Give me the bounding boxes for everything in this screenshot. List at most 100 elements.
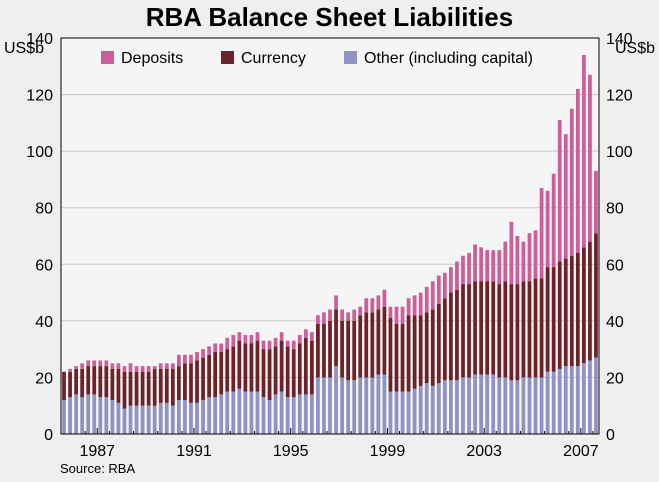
- bar-segment: [128, 371, 133, 406]
- bar-segment: [110, 363, 115, 369]
- bar-segment: [249, 343, 254, 392]
- bar-segment: [92, 366, 97, 395]
- bar-segment: [237, 332, 242, 341]
- bar-segment: [394, 323, 399, 392]
- bar-segment: [219, 343, 224, 352]
- bar-segment: [352, 380, 357, 434]
- bar-segment: [267, 400, 272, 434]
- bar-segment: [442, 298, 447, 381]
- bar-segment: [80, 368, 85, 398]
- bar-segment: [388, 318, 393, 392]
- bar-segment: [479, 374, 483, 434]
- bar-segment: [418, 385, 423, 434]
- bar-segment: [582, 54, 586, 248]
- bar-segment: [340, 309, 344, 321]
- bar-segment: [340, 320, 344, 378]
- bar-segment: [261, 340, 266, 350]
- bar-segment: [527, 281, 532, 378]
- bar-segment: [219, 394, 224, 434]
- bar-segment: [164, 368, 169, 403]
- bar-segment: [243, 335, 248, 344]
- bar-segment: [98, 397, 103, 434]
- bar-segment: [358, 306, 363, 316]
- bar-segment: [322, 377, 326, 434]
- bar-segment: [515, 284, 520, 381]
- bar-segment: [328, 320, 332, 378]
- bar-segment: [400, 391, 405, 434]
- bar-segment: [527, 377, 532, 434]
- bar-segment: [370, 377, 375, 434]
- bar-segment: [539, 278, 544, 378]
- bar-segment: [406, 298, 411, 316]
- bar-segment: [388, 391, 393, 434]
- bar-segment: [225, 349, 230, 392]
- bar-segment: [588, 241, 592, 361]
- bar-segment: [249, 391, 254, 434]
- bar-segment: [479, 247, 483, 282]
- bar-segment: [545, 267, 550, 372]
- bar-segment: [563, 366, 568, 434]
- bar-segment: [316, 315, 320, 324]
- bar-segment: [394, 391, 399, 434]
- bar-segment: [104, 366, 109, 398]
- bar-segment: [86, 360, 91, 367]
- bar-segment: [92, 394, 97, 434]
- y-tick-label-left: 60: [35, 257, 53, 274]
- bar-segment: [183, 400, 187, 434]
- y-tick-label-left: 80: [35, 201, 53, 218]
- bar-segment: [436, 383, 441, 434]
- y-tick-label-left: 100: [26, 144, 53, 161]
- bar-segment: [74, 394, 78, 434]
- bar-segment: [503, 241, 508, 282]
- bar-segment: [557, 261, 562, 369]
- bar-segment: [455, 261, 459, 290]
- bar-segment: [364, 312, 369, 378]
- bar-segment: [382, 306, 387, 375]
- bar-segment: [267, 349, 272, 401]
- bar-segment: [479, 281, 483, 375]
- bar-segment: [430, 281, 435, 310]
- bar-segment: [309, 394, 314, 434]
- bar-segment: [110, 400, 115, 434]
- bar-segment: [322, 312, 326, 324]
- bar-segment: [213, 397, 218, 434]
- bar-segment: [430, 385, 435, 434]
- bar-segment: [582, 247, 586, 364]
- bar-segment: [473, 281, 477, 375]
- bar-segment: [467, 284, 471, 378]
- bar-segment: [279, 391, 284, 434]
- x-tick-label: 1991: [176, 443, 212, 460]
- bar-segment: [243, 343, 248, 392]
- bar-segment: [346, 312, 351, 321]
- bar-segment: [328, 377, 332, 434]
- bar-segment: [104, 360, 109, 367]
- bar-segment: [551, 371, 556, 434]
- bar-segment: [455, 380, 459, 434]
- bar-segment: [497, 250, 502, 285]
- bar-segment: [509, 284, 514, 381]
- bar-segment: [164, 363, 169, 369]
- bar-segment: [170, 405, 175, 434]
- bar-segment: [201, 400, 205, 434]
- bar-segment: [116, 402, 121, 434]
- bar-segment: [255, 340, 260, 392]
- bar-segment: [352, 320, 357, 381]
- bar-segment: [569, 255, 574, 367]
- bar-segment: [225, 337, 230, 350]
- bar-segment: [74, 366, 78, 369]
- bar-segment: [116, 363, 121, 369]
- bar-segment: [563, 258, 568, 367]
- bar-segment: [170, 368, 175, 406]
- bar-segment: [467, 252, 471, 285]
- bar-segment: [152, 366, 157, 369]
- bar-segment: [177, 366, 181, 401]
- bar-segment: [273, 346, 278, 395]
- y-tick-label-right: 140: [606, 31, 633, 48]
- bar-segment: [394, 306, 399, 324]
- bar-segment: [388, 306, 393, 319]
- bar-segment: [309, 332, 314, 341]
- bar-segment: [255, 332, 260, 341]
- bar-segment: [575, 366, 580, 434]
- y-tick-label-right: 80: [606, 201, 624, 218]
- bar-segment: [424, 383, 429, 434]
